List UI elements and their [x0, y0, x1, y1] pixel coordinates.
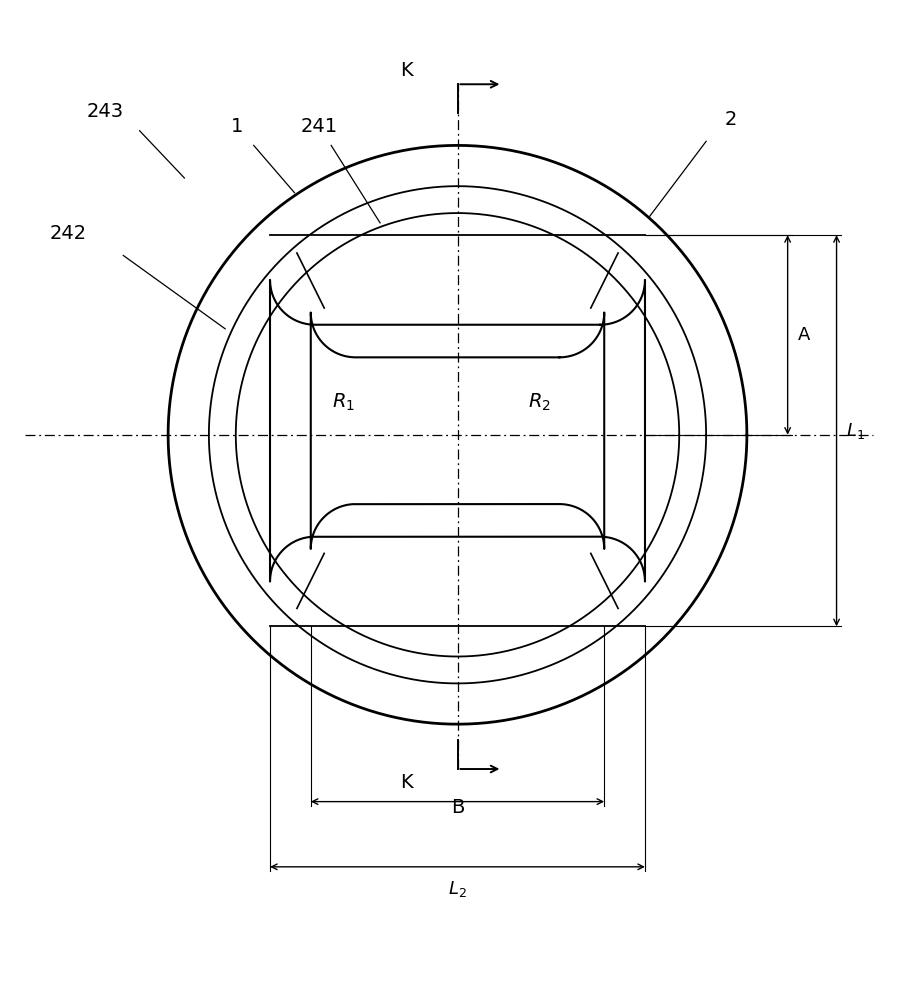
Text: B: B: [451, 798, 464, 817]
Text: $L_2$: $L_2$: [448, 879, 467, 899]
Text: 243: 243: [86, 102, 124, 121]
Text: 1: 1: [231, 117, 243, 136]
Text: 241: 241: [300, 117, 338, 136]
Text: 2: 2: [725, 110, 737, 129]
Text: 242: 242: [49, 224, 87, 243]
Text: $L_1$: $L_1$: [846, 421, 866, 441]
Text: $R_1$: $R_1$: [332, 392, 355, 413]
Text: A: A: [798, 326, 810, 344]
Text: K: K: [400, 773, 413, 792]
Text: $R_2$: $R_2$: [528, 392, 551, 413]
Text: K: K: [400, 61, 413, 80]
